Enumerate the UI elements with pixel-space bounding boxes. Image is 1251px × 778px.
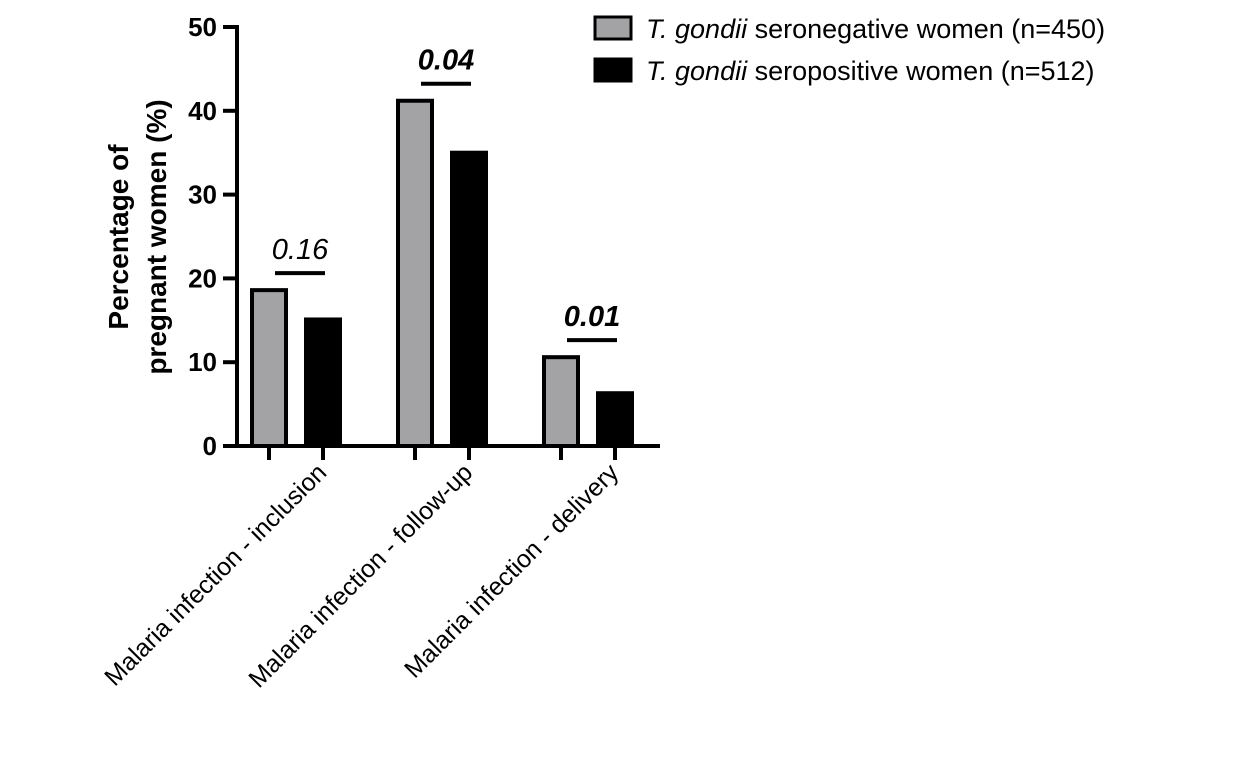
y-tick-label: 20 xyxy=(188,263,217,293)
bar-series1-3 xyxy=(542,355,580,448)
y-axis-label-line: pregnant women (%) xyxy=(141,99,172,374)
y-tick-label: 40 xyxy=(188,96,217,126)
y-tick-label: 30 xyxy=(188,180,217,210)
p-value-label: 0.16 xyxy=(272,234,329,266)
y-tick-label: 50 xyxy=(188,12,217,42)
legend-swatch-1 xyxy=(593,15,633,41)
legend-swatch-2 xyxy=(593,57,633,83)
y-tick-label: 10 xyxy=(188,347,217,377)
legend: T. gondii seronegative women (n=450) T. g… xyxy=(593,14,1105,86)
plot-area: 0.16 0.04 0.01 xyxy=(250,45,634,449)
bar-series2-3 xyxy=(596,391,634,448)
bar-series1-1 xyxy=(250,288,288,448)
legend-label-1: T. gondii seronegative women (n=450) xyxy=(646,14,1105,44)
bar-series2-1 xyxy=(304,317,342,449)
legend-label-2: T. gondii seropositive women (n=512) xyxy=(646,56,1095,86)
bar-series1-2 xyxy=(396,98,434,449)
bar-series2-2 xyxy=(450,150,488,448)
y-axis-label-line: Percentage of xyxy=(103,144,134,330)
p-value-label: 0.01 xyxy=(564,301,620,333)
p-value-label: 0.04 xyxy=(418,45,474,77)
y-tick-label: 0 xyxy=(203,431,217,461)
